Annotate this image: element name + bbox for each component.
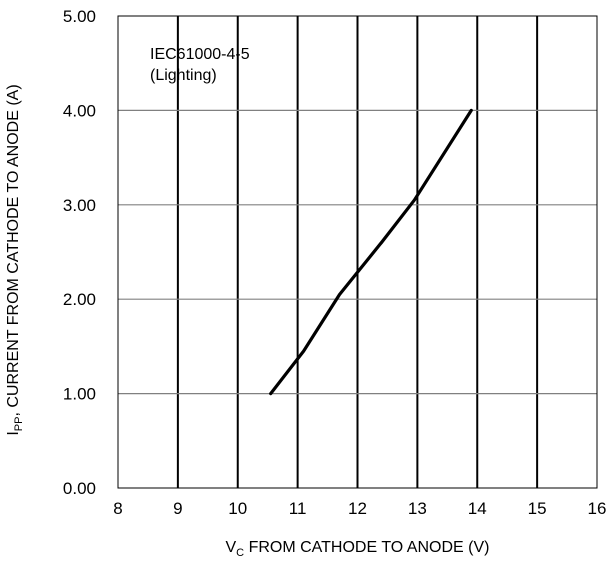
plot-frame (117, 15, 598, 489)
x-axis-label-main: V (226, 539, 237, 556)
x-tick-labels: 8 9 10 11 12 13 14 15 16 (113, 499, 606, 518)
y-axis-label-main: I (5, 431, 22, 435)
series-line (269, 108, 473, 396)
x-tick-label: 8 (113, 499, 122, 518)
x-tick-label: 13 (408, 499, 427, 518)
x-tick-label: 16 (588, 499, 607, 518)
x-tick-label: 10 (228, 499, 247, 518)
annotation-line-1: IEC61000-4-5 (150, 46, 250, 63)
y-tick-label: 1.00 (63, 385, 96, 404)
y-tick-label: 5.00 (63, 7, 96, 26)
y-axis-label-subscript: PP (13, 417, 25, 432)
x-tick-label: 12 (348, 499, 367, 518)
y-tick-label: 2.00 (63, 290, 96, 309)
y-axis-label: IPP, CURRENT FROM CATHODE TO ANODE (A) (5, 84, 25, 435)
grid (118, 16, 597, 488)
x-tick-label: 15 (528, 499, 547, 518)
x-axis-label: VC FROM CATHODE TO ANODE (V) (226, 539, 490, 559)
x-axis-label-subscript: C (236, 547, 244, 559)
y-axis-label-rest: , CURRENT FROM CATHODE TO ANODE (A) (5, 84, 22, 416)
x-tick-label: 14 (468, 499, 487, 518)
x-tick-label: 9 (173, 499, 182, 518)
y-tick-label: 4.00 (63, 101, 96, 120)
y-tick-label: 0.00 (63, 479, 96, 498)
y-tick-labels: 0.00 1.00 2.00 3.00 4.00 5.00 (63, 7, 96, 498)
series-layer (269, 108, 473, 396)
annotation-line-2: (Lighting) (150, 67, 217, 84)
y-tick-label: 3.00 (63, 196, 96, 215)
x-tick-label: 11 (289, 499, 307, 518)
x-axis-label-rest: FROM CATHODE TO ANODE (V) (244, 539, 489, 556)
